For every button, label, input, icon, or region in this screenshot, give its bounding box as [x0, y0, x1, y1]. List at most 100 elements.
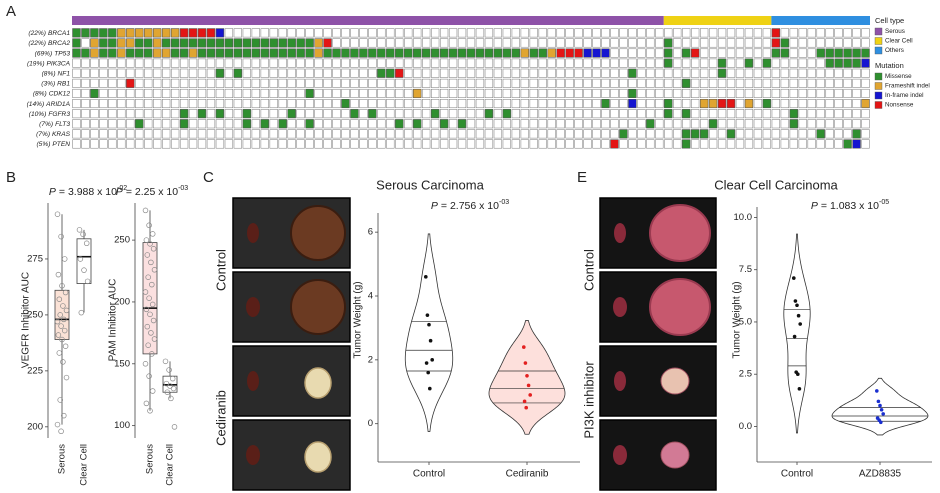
empty-cell	[439, 129, 449, 139]
empty-cell	[655, 88, 664, 98]
empty-cell	[538, 68, 547, 78]
empty-cell	[789, 99, 798, 109]
mutation-cell	[278, 48, 287, 58]
empty-cell	[699, 58, 709, 68]
empty-cell	[861, 129, 870, 139]
empty-cell	[861, 139, 870, 149]
mutation-cell	[583, 48, 592, 58]
empty-cell	[699, 28, 709, 38]
empty-cell	[807, 58, 816, 68]
data-point	[60, 359, 66, 365]
empty-cell	[144, 88, 153, 98]
photo-label: Control	[581, 249, 596, 291]
empty-cell	[493, 109, 503, 119]
empty-cell	[484, 78, 494, 88]
empty-cell	[117, 119, 126, 129]
data-point	[55, 332, 62, 338]
empty-cell	[789, 129, 798, 139]
empty-cell	[834, 129, 843, 139]
empty-cell	[314, 28, 323, 38]
empty-cell	[359, 88, 368, 98]
empty-cell	[556, 78, 565, 88]
empty-cell	[691, 58, 700, 68]
mutation-cell	[135, 38, 144, 48]
empty-cell	[323, 129, 332, 139]
empty-cell	[834, 28, 843, 38]
empty-cell	[610, 68, 619, 78]
empty-cell	[251, 88, 260, 98]
empty-cell	[628, 78, 637, 88]
data-point	[150, 317, 157, 324]
empty-cell	[90, 78, 99, 88]
mutation-cell	[305, 48, 314, 58]
empty-cell	[108, 139, 117, 149]
empty-cell	[269, 139, 278, 149]
p-value: P = 2.756 x 10-03	[431, 199, 509, 212]
empty-cell	[287, 129, 296, 139]
data-point	[62, 289, 69, 296]
gene-percent: (7%)	[39, 121, 53, 128]
empty-cell	[224, 139, 234, 149]
empty-cell	[448, 68, 458, 78]
data-point	[145, 342, 151, 348]
empty-cell	[278, 129, 287, 139]
empty-cell	[798, 38, 807, 48]
empty-cell	[601, 58, 610, 68]
empty-cell	[610, 119, 619, 129]
mutation-cell	[206, 38, 216, 48]
empty-cell	[117, 99, 126, 109]
mutation-cell	[502, 48, 511, 58]
empty-cell	[673, 129, 682, 139]
legend-swatch	[874, 27, 883, 36]
empty-cell	[81, 58, 90, 68]
empty-cell	[520, 68, 529, 78]
empty-cell	[744, 78, 754, 88]
mutation-cell	[170, 48, 180, 58]
empty-cell	[646, 28, 655, 38]
empty-cell	[332, 78, 341, 88]
empty-cell	[278, 88, 287, 98]
empty-cell	[215, 88, 225, 98]
empty-cell	[135, 129, 144, 139]
empty-cell	[395, 38, 404, 48]
mutation-cell	[861, 48, 870, 58]
empty-cell	[341, 119, 350, 129]
empty-cell	[502, 88, 511, 98]
empty-cell	[368, 99, 377, 109]
data-point	[424, 361, 429, 365]
empty-cell	[852, 99, 861, 109]
mutation-cell	[520, 48, 529, 58]
empty-cell	[601, 88, 610, 98]
empty-cell	[314, 78, 323, 88]
empty-cell	[197, 119, 207, 129]
empty-cell	[556, 58, 565, 68]
empty-cell	[816, 99, 825, 109]
empty-cell	[691, 139, 700, 149]
empty-cell	[368, 68, 377, 78]
empty-cell	[610, 88, 619, 98]
empty-cell	[457, 58, 467, 68]
mutation-cell	[843, 58, 852, 68]
mutation-cell	[323, 38, 332, 48]
data-point	[58, 428, 64, 435]
empty-cell	[323, 28, 332, 38]
empty-cell	[153, 78, 162, 88]
empty-cell	[359, 109, 368, 119]
legend-swatch	[874, 82, 883, 90]
empty-cell	[305, 28, 314, 38]
empty-cell	[807, 68, 816, 78]
empty-cell	[269, 109, 278, 119]
empty-cell	[556, 139, 565, 149]
empty-cell	[395, 78, 404, 88]
empty-cell	[502, 38, 511, 48]
empty-cell	[457, 88, 467, 98]
empty-cell	[466, 119, 476, 129]
empty-cell	[708, 88, 718, 98]
empty-cell	[269, 68, 278, 78]
empty-cell	[619, 28, 628, 38]
mutation-cell	[493, 48, 503, 58]
empty-cell	[807, 78, 816, 88]
empty-cell	[789, 68, 798, 78]
empty-cell	[359, 38, 368, 48]
empty-cell	[251, 99, 260, 109]
